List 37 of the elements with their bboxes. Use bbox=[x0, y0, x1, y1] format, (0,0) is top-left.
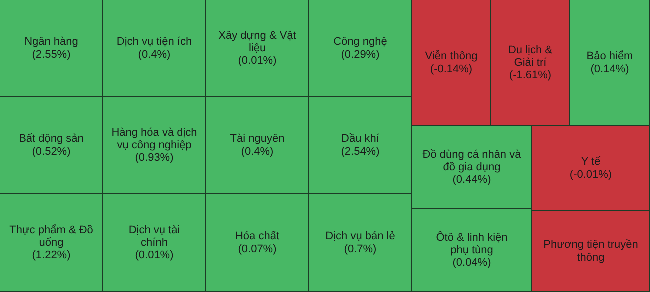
category-label: Bất động sản bbox=[19, 133, 84, 146]
category-label: Tài nguyên bbox=[230, 133, 285, 146]
category-label: Đồ dùng cá nhân và đồ gia dụng bbox=[422, 148, 522, 174]
category-label: Du lịch & Giải trí bbox=[508, 44, 554, 70]
category-label: Dịch vụ tiện ích bbox=[116, 36, 192, 48]
data-label: (-0.01%) bbox=[570, 168, 612, 181]
category-label: Viễn thông bbox=[425, 50, 478, 63]
category-label: Hóa chất bbox=[235, 230, 280, 243]
category-label: Xây dựng & Vật liệu bbox=[218, 30, 296, 55]
data-label: (0.93%) bbox=[135, 152, 174, 164]
data-label: (0.52%) bbox=[32, 146, 71, 158]
data-label: (0.14%) bbox=[590, 63, 630, 76]
category-label: Hàng hóa và dịch vụ công nghiệp bbox=[112, 126, 198, 152]
data-label: (0.01%) bbox=[238, 55, 277, 68]
data-label: (0.44%) bbox=[452, 174, 492, 186]
data-label: (0.7%) bbox=[344, 243, 377, 256]
category-label: Ngân hàng bbox=[24, 36, 78, 48]
data-label: (1.22%) bbox=[32, 250, 71, 262]
category-label: Dịch vụ tài chính bbox=[128, 224, 180, 250]
category-label: Công nghệ bbox=[334, 36, 388, 48]
category-label: Phương tiện truyền thông bbox=[544, 239, 638, 264]
data-label: (0.04%) bbox=[452, 257, 492, 270]
category-label: Thực phẩm & Đồ uống bbox=[10, 224, 94, 250]
category-label: Ôtô & linh kiện phụ tùng bbox=[436, 230, 508, 257]
category-label: Y tế bbox=[581, 156, 601, 168]
data-label: (2.55%) bbox=[32, 48, 71, 61]
data-label: (0.4%) bbox=[241, 146, 274, 158]
data-label: (-1.61%) bbox=[509, 70, 552, 82]
data-label: (0.4%) bbox=[138, 48, 171, 61]
data-label: (-0.14%) bbox=[430, 63, 473, 76]
data-label: (0.07%) bbox=[238, 243, 277, 256]
category-label: Dầu khí bbox=[342, 133, 380, 146]
category-label: Dịch vụ bán lẻ bbox=[326, 230, 396, 243]
data-label: (2.54%) bbox=[341, 146, 380, 158]
data-label: (0.01%) bbox=[135, 250, 174, 262]
category-label: Bảo hiểm bbox=[586, 50, 634, 63]
data-label: (0.29%) bbox=[341, 48, 380, 61]
